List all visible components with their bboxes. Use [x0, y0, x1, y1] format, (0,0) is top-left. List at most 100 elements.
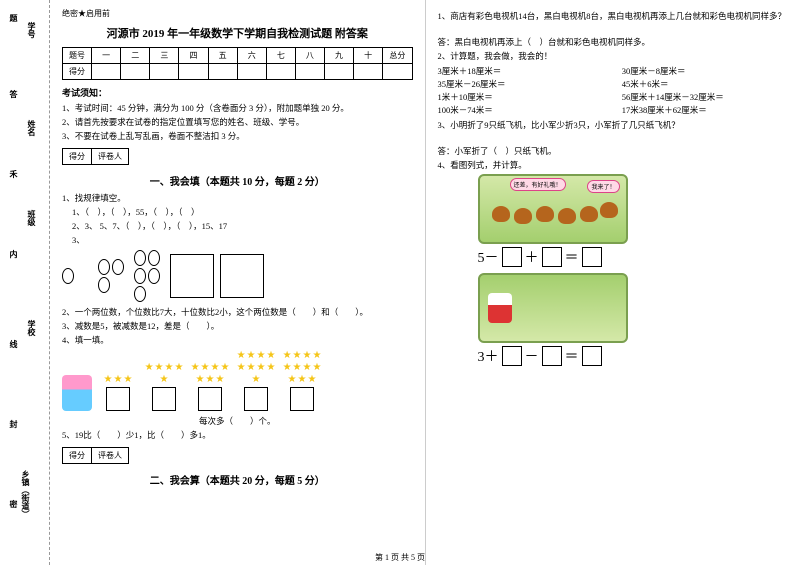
star-icon: ★: [104, 374, 113, 385]
star-icon: ★: [174, 362, 183, 373]
star-icon: ★: [237, 350, 246, 361]
q-line: 3、: [62, 234, 413, 246]
seal-char: 内: [8, 250, 19, 258]
oval-group: [98, 259, 128, 293]
binding-margin: 学号 姓名 班级 学校 乡镇（街道） 题 答 禾 内 线 封 密: [0, 0, 50, 565]
calc-cell: 100米－74米＝: [438, 104, 604, 116]
star-group: ★★★: [98, 374, 138, 411]
q-text: 5、19比（ ）少1，比（ ）多1。: [62, 429, 413, 441]
star-icon: ★: [252, 374, 261, 385]
eq-text: ＋: [525, 247, 539, 267]
margin-label: 乡镇（街道）: [20, 470, 31, 518]
oval-icon: [148, 250, 160, 266]
cell: 九: [324, 48, 353, 64]
seal-char: 密: [8, 500, 19, 508]
monkey-icon: [558, 208, 576, 224]
eq-text: ＝: [565, 247, 579, 267]
score-table: 题号 一 二 三 四 五 六 七 八 九 十 总分 得分: [62, 47, 413, 80]
star-icon: ★: [155, 362, 164, 373]
star-group: ★★★★★★★★★★★: [282, 350, 322, 411]
eq-text: ＝: [565, 346, 579, 366]
fishing-picture: [478, 273, 628, 343]
star-icon: ★: [312, 350, 321, 361]
star-group: ★★★★★: [144, 362, 184, 411]
q-text: 3、减数是5，被减数是12，差是（ ）。: [62, 320, 413, 332]
oval-icon: [148, 268, 160, 284]
star-icon: ★: [257, 362, 266, 373]
eq-text: 3＋: [478, 346, 499, 366]
star-icon: ★: [257, 350, 266, 361]
answer-box: [106, 387, 130, 411]
q-text: 4、看图列式，并计算。: [438, 159, 789, 171]
table-row: 题号 一 二 三 四 五 六 七 八 九 十 总分: [63, 48, 413, 64]
q-line: 2、3、 5、7、（ ），（ ），（ ），15、17: [62, 220, 413, 232]
star-icon: ★: [293, 362, 302, 373]
q-text: 1、找规律填空。: [62, 192, 413, 204]
table-row: 得分: [63, 64, 413, 80]
answer-box: [542, 346, 562, 366]
section-1-title: 一、我会填（本题共 10 分，每题 2 分）: [62, 173, 413, 188]
star-icon: ★: [288, 374, 297, 385]
speech-bubble: 还差，有好礼哦！: [510, 178, 566, 191]
cell: 一: [92, 48, 121, 64]
grader-label: 评卷人: [92, 448, 128, 463]
stars: ★★★★★★★★★: [236, 350, 276, 385]
stars: ★★★★★★★: [190, 362, 230, 385]
notice-line: 3、不要在试卷上乱写乱画，卷面不整洁扣 3 分。: [62, 130, 413, 142]
answer-box: [290, 387, 314, 411]
oval-icon: [98, 277, 110, 293]
star-icon: ★: [206, 374, 215, 385]
calc-cell: 35厘米－26厘米＝: [438, 78, 604, 90]
right-column: 1、商店有彩色电视机14台，黑白电视机8台，黑白电视机再添上几台就和彩色电视机同…: [426, 0, 800, 565]
margin-label: 学校: [26, 320, 37, 336]
girl-image: [62, 375, 92, 411]
q-text: 1、商店有彩色电视机14台，黑白电视机8台，黑白电视机再添上几台就和彩色电视机同…: [438, 10, 789, 22]
monkey-icon: [580, 206, 598, 222]
star-icon: ★: [220, 362, 229, 373]
q-line: 1、（ ），（ ），55，（ ），（ ）: [62, 206, 413, 218]
cell: 八: [295, 48, 324, 64]
calc-cell: 45米＋6米＝: [622, 78, 788, 90]
oval-icon: [134, 268, 146, 284]
star-icon: ★: [114, 374, 123, 385]
calc-cell: 17米38厘米＋62厘米＝: [622, 104, 788, 116]
left-column: 绝密★启用前 河源市 2019 年一年级数学下学期自我检测试题 附答案 题号 一…: [50, 0, 426, 565]
star-icon: ★: [298, 374, 307, 385]
cell: 题号: [63, 48, 92, 64]
oval-icon: [98, 259, 110, 275]
star-icon: ★: [145, 362, 154, 373]
star-icon: ★: [247, 362, 256, 373]
answer-line: 答：黑白电视机再添上（ ）台就和彩色电视机同样多。: [438, 36, 789, 48]
answer-box: [542, 247, 562, 267]
monkey-picture: 还差，有好礼哦！ 我来了！: [478, 174, 628, 244]
calc-grid: 3厘米＋18厘米＝ 30厘米－8厘米＝ 35厘米－26厘米＝ 45米＋6米＝ 1…: [438, 65, 789, 116]
star-icon: ★: [266, 350, 275, 361]
star-icon: ★: [215, 374, 224, 385]
answer-box: [198, 387, 222, 411]
star-icon: ★: [303, 362, 312, 373]
score-label: 得分: [63, 149, 92, 164]
oval-pattern: [62, 250, 413, 302]
star-icon: ★: [247, 350, 256, 361]
cell: 十: [354, 48, 383, 64]
cell: 三: [150, 48, 179, 64]
star-icon: ★: [303, 350, 312, 361]
star-icon: ★: [307, 374, 316, 385]
star-group: ★★★★★★★: [190, 362, 230, 411]
star-icon: ★: [312, 362, 321, 373]
answer-box: [220, 254, 264, 298]
oval-group: [134, 250, 164, 302]
answer-box: [244, 387, 268, 411]
star-icon: ★: [293, 350, 302, 361]
exam-title: 河源市 2019 年一年级数学下学期自我检测试题 附答案: [62, 25, 413, 41]
answer-box: [152, 387, 176, 411]
oval-icon: [134, 286, 146, 302]
q-text: 3、小明折了9只纸飞机，比小军少折3只，小军折了几只纸飞机？: [438, 119, 789, 131]
answer-box: [170, 254, 214, 298]
star-icon: ★: [211, 362, 220, 373]
calc-cell: 3厘米＋18厘米＝: [438, 65, 604, 77]
answer-line: 答：小军折了（ ）只纸飞机。: [438, 145, 789, 157]
fisher-icon: [488, 293, 512, 323]
margin-label: 班级: [26, 210, 37, 226]
star-icon: ★: [165, 362, 174, 373]
